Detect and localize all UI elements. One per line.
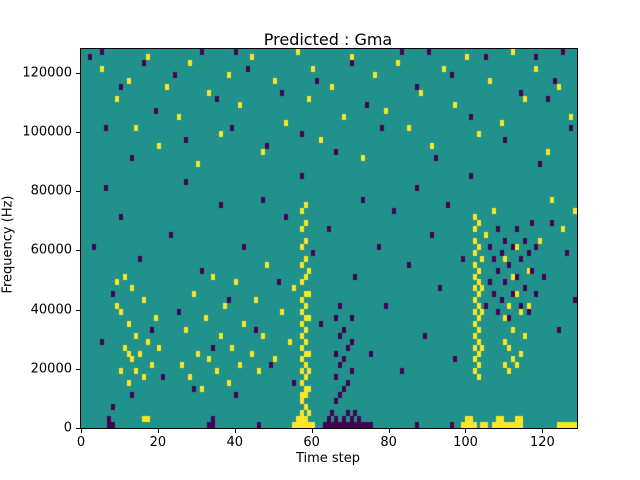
y-tick-mark xyxy=(76,250,80,252)
x-tick-label: 40 xyxy=(226,435,244,450)
x-axis-label: Time step xyxy=(295,451,361,466)
chart-title: Predicted : Gma xyxy=(263,30,393,49)
x-tick-label: 60 xyxy=(303,435,320,450)
x-tick-mark xyxy=(81,429,82,433)
y-tick-label: 20000 xyxy=(30,361,72,377)
x-tick-mark xyxy=(157,429,159,433)
x-tick-mark xyxy=(388,429,390,433)
y-tick-mark xyxy=(76,309,80,311)
y-tick-mark xyxy=(76,72,80,74)
y-tick-label: 120000 xyxy=(22,65,72,81)
x-tick-mark xyxy=(465,429,467,433)
y-tick-mark xyxy=(76,368,80,370)
x-tick-label: 0 xyxy=(76,435,86,450)
y-tick-mark xyxy=(76,191,80,193)
y-tick-label: 80000 xyxy=(30,183,72,199)
y-tick-label: 100000 xyxy=(22,124,72,140)
plot-area xyxy=(80,48,578,429)
x-tick-label: 100 xyxy=(453,435,478,450)
x-tick-label: 20 xyxy=(149,435,167,450)
x-tick-mark xyxy=(234,429,236,433)
x-tick-label: 120 xyxy=(529,435,555,450)
y-axis-label: Frequency (Hz) xyxy=(0,195,16,294)
x-tick-mark xyxy=(542,429,544,433)
y-tick-mark xyxy=(76,428,80,429)
y-tick-mark xyxy=(76,131,80,133)
y-tick-label: 0 xyxy=(63,420,72,436)
x-tick-mark xyxy=(311,429,313,433)
y-tick-label: 60000 xyxy=(30,242,72,258)
y-tick-label: 40000 xyxy=(30,302,72,318)
heatmap-canvas xyxy=(81,49,577,428)
x-tick-label: 80 xyxy=(380,435,397,450)
